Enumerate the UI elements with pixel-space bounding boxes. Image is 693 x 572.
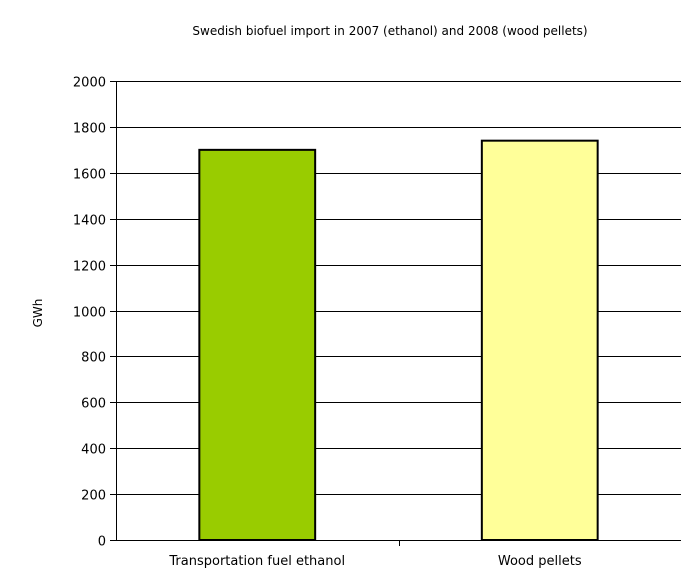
x-tick-label: Wood pellets [498, 554, 582, 569]
y-tick-label: 1200 [73, 260, 106, 275]
y-axis-label: GWh [31, 299, 45, 328]
bar-wood-pellets [480, 139, 599, 541]
y-tick-label: 800 [81, 351, 106, 366]
y-tick-label: 1400 [73, 214, 106, 229]
y-tick-label: 1800 [73, 122, 106, 137]
chart-title: Swedish biofuel import in 2007 (ethanol)… [192, 24, 587, 38]
y-tick-label: 1000 [73, 306, 106, 321]
y-tick-label: 400 [81, 443, 106, 458]
x-tick-labels: Transportation fuel ethanol Wood pellets [168, 554, 581, 569]
y-tick-label: 0 [98, 535, 106, 550]
y-tick-label: 2000 [73, 76, 106, 91]
axes [110, 81, 681, 546]
y-tick-labels: 0 200 400 600 800 1000 1200 1400 1600 1800 2000 [73, 76, 106, 550]
x-tick-label: Transportation fuel ethanol [168, 554, 345, 569]
y-tick-label: 600 [81, 397, 106, 412]
bar-transportation-fuel-ethanol [198, 148, 317, 541]
y-tick-label: 1600 [73, 168, 106, 183]
y-tick-label: 200 [81, 489, 106, 504]
bars [198, 139, 599, 541]
